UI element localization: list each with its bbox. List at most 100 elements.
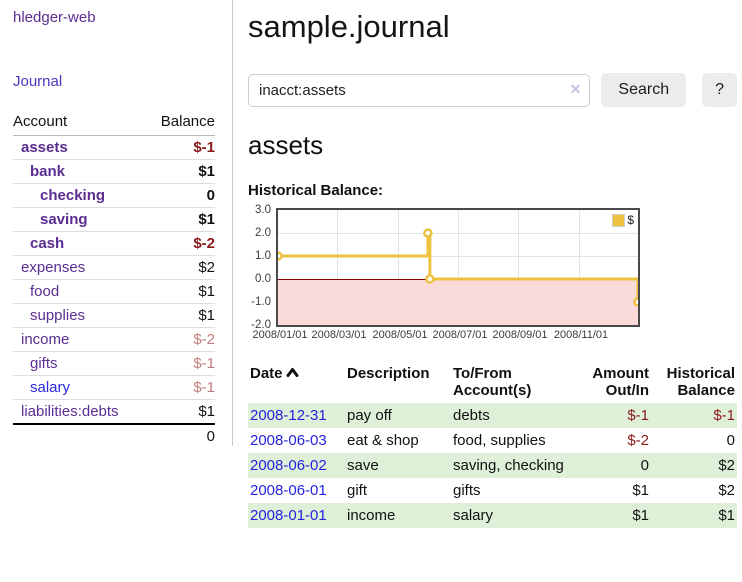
sidebar-item-income[interactable]: income: [13, 327, 147, 352]
x-tick: 2008/09/01: [492, 329, 548, 341]
y-tick: -1.0: [251, 296, 271, 308]
transaction-balance: $2: [718, 482, 735, 499]
account-link[interactable]: supplies: [30, 307, 86, 324]
account-link[interactable]: expenses: [21, 259, 86, 276]
transaction-balance: $1: [718, 507, 735, 524]
sidebar-item-bank[interactable]: bank: [13, 159, 147, 184]
transaction-date-link[interactable]: 2008-01-01: [250, 507, 327, 524]
x-tick: 2008/11/01: [553, 329, 609, 341]
app-title-link[interactable]: hledger-web: [13, 9, 96, 26]
search-input[interactable]: [248, 73, 591, 107]
register-header-accounts: To/From Account(s): [453, 365, 532, 399]
account-balance: $-1: [146, 135, 215, 160]
gridline: [397, 210, 399, 325]
account-link[interactable]: gifts: [30, 355, 58, 372]
main-content: sample.journal ✕ Search ? assets Histori…: [248, 0, 737, 528]
y-tick: 0.0: [255, 273, 271, 285]
transaction-description: eat & shop: [347, 432, 419, 449]
x-tick: 2008/07/01: [432, 329, 488, 341]
sidebar-item-food[interactable]: food: [13, 279, 147, 304]
transaction-description: pay off: [347, 407, 392, 424]
clear-search-icon[interactable]: ✕: [569, 80, 582, 97]
sidebar-item-gifts[interactable]: gifts: [13, 351, 147, 376]
chart-y-axis: 3.0 2.0 1.0 0.0 -1.0 -2.0: [248, 204, 276, 331]
transaction-accounts: gifts: [453, 482, 481, 499]
sidebar-item-assets[interactable]: assets: [13, 135, 147, 160]
gridline: [518, 210, 520, 325]
search-box: ✕: [248, 73, 591, 107]
account-link[interactable]: food: [30, 283, 60, 300]
accounts-header-row: Account Balance: [13, 111, 215, 136]
table-row: assets $-1: [13, 135, 215, 160]
transaction-date: 2008-06-02: [248, 453, 345, 478]
account-link[interactable]: saving: [40, 211, 88, 228]
account-link[interactable]: checking: [40, 187, 106, 204]
chevron-up-icon: [286, 365, 299, 382]
table-row: checking 0: [13, 183, 215, 208]
account-balance: $-1: [146, 375, 215, 400]
transaction-date: 2008-12-31: [248, 403, 345, 428]
sidebar-item-checking[interactable]: checking: [13, 183, 147, 208]
transaction-date-link[interactable]: 2008-06-02: [250, 457, 327, 474]
table-row: 2008-01-01 income salary $1 $1: [248, 503, 737, 528]
transaction-date-link[interactable]: 2008-12-31: [250, 407, 327, 424]
table-row: 2008-06-01 gift gifts $1 $2: [248, 478, 737, 503]
account-link[interactable]: bank: [30, 163, 66, 180]
sidebar-item-salary[interactable]: salary: [13, 375, 147, 400]
sidebar-item-saving[interactable]: saving: [13, 207, 147, 232]
account-balance: $-2: [146, 327, 215, 352]
register-header-date[interactable]: Date: [248, 363, 345, 403]
transaction-description: save: [347, 457, 379, 474]
account-link[interactable]: income: [21, 331, 70, 348]
transaction-date-link[interactable]: 2008-06-01: [250, 482, 327, 499]
accounts-table: Account Balance assets $-1 bank $1 check…: [13, 111, 215, 448]
accounts-header-balance: Balance: [146, 111, 215, 136]
app-title: hledger-web: [13, 9, 215, 26]
transaction-accounts: saving, checking: [453, 457, 564, 474]
sidebar-item-expenses[interactable]: expenses: [13, 255, 147, 280]
chart-legend: $: [612, 213, 634, 227]
y-tick: -2.0: [251, 319, 271, 331]
account-balance: 0: [146, 183, 215, 208]
account-balance: $1: [146, 159, 215, 184]
transaction-date: 2008-06-01: [248, 478, 345, 503]
transaction-amount: $-1: [627, 407, 649, 424]
transaction-date-link[interactable]: 2008-06-03: [250, 432, 327, 449]
sidebar: hledger-web Journal Account Balance asse…: [0, 0, 233, 448]
table-row: cash $-2: [13, 231, 215, 256]
transaction-description: income: [347, 507, 396, 524]
date-header-label: Date: [250, 365, 283, 382]
negative-balance-region: [278, 279, 638, 325]
transaction-description: gift: [347, 482, 368, 499]
transaction-amount: $1: [632, 507, 649, 524]
table-row: bank $1: [13, 159, 215, 184]
account-link[interactable]: cash: [30, 235, 65, 252]
help-button[interactable]: ?: [702, 73, 737, 107]
chart-label: Historical Balance:: [248, 182, 384, 199]
register-table: Date Description To/From Account(s) Amou…: [248, 363, 737, 528]
account-balance: $-2: [146, 231, 215, 256]
gridline: [578, 210, 580, 325]
account-link[interactable]: liabilities:debts: [21, 403, 119, 420]
table-row: expenses $2: [13, 255, 215, 280]
sidebar-item-liabilities-debts[interactable]: liabilities:debts: [13, 399, 147, 424]
y-tick: 2.0: [255, 227, 271, 239]
transaction-balance: $-1: [713, 407, 735, 424]
register-header-balance: Historical Balance: [666, 365, 735, 399]
transaction-amount: $-2: [627, 432, 649, 449]
chart-plot-area: $: [276, 208, 640, 327]
search-button[interactable]: Search: [601, 73, 687, 107]
transaction-amount: 0: [640, 457, 649, 474]
transaction-accounts: food, supplies: [453, 432, 546, 449]
transaction-balance: 0: [726, 432, 735, 449]
account-link[interactable]: salary: [30, 379, 71, 396]
account-link[interactable]: assets: [21, 139, 68, 156]
sidebar-item-journal[interactable]: Journal: [13, 73, 63, 90]
table-row: saving $1: [13, 207, 215, 232]
x-tick: 2008/03/01: [311, 329, 367, 341]
sidebar-item-supplies[interactable]: supplies: [13, 303, 147, 328]
sidebar-item-cash[interactable]: cash: [13, 231, 147, 256]
transaction-amount: $1: [632, 482, 649, 499]
page-title: sample.journal: [248, 9, 450, 44]
table-row: income $-2: [13, 327, 215, 352]
